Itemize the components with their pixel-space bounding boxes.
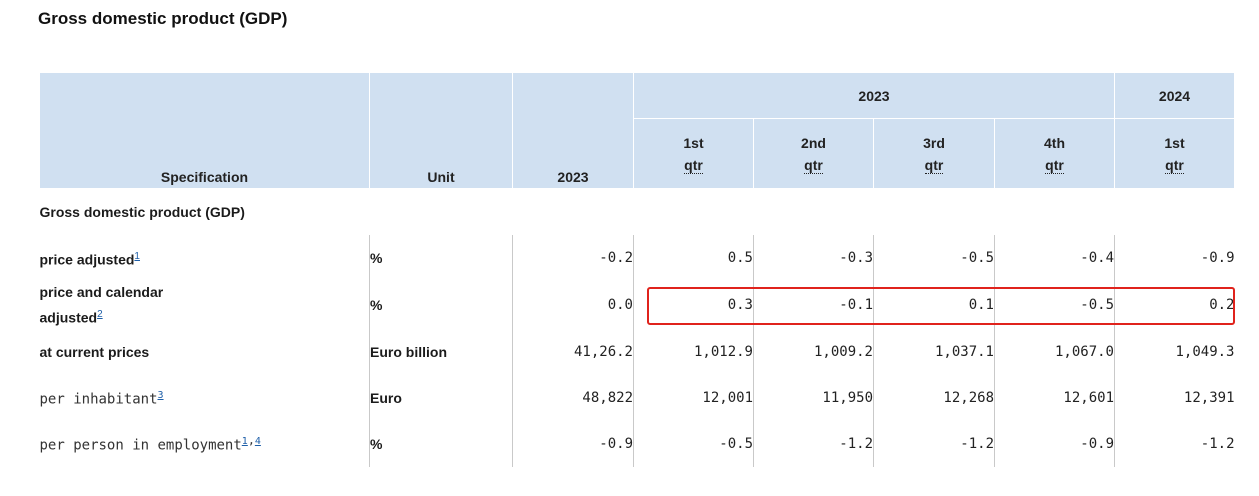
cell-value: 12,001 (633, 374, 754, 421)
header-q1-num: 1st (683, 134, 704, 151)
cell-value: -0.5 (633, 420, 754, 467)
table-row: at current prices Euro billion 41,26.2 1… (39, 328, 1235, 375)
row-unit: % (369, 235, 513, 281)
cell-value: 48,822 (512, 374, 634, 421)
cell-value: -0.4 (994, 235, 1115, 281)
header-group-2023: 2023 (633, 72, 1115, 119)
cell-value: 1,009.2 (753, 328, 874, 375)
cell-value: -0.9 (1114, 235, 1235, 281)
row-unit: % (369, 420, 513, 467)
cell-value: -1.2 (753, 420, 874, 467)
row-label-text: per inhabitant (39, 391, 158, 408)
cell-value: -0.5 (994, 281, 1115, 329)
footnote-link[interactable]: 1 (134, 250, 140, 262)
header-q4-num: 4th (1044, 134, 1065, 151)
header-q1-2023: 1st qtr (633, 118, 754, 189)
table-row: price and calendar adjusted2 % 0.0 0.3 -0… (40, 281, 1235, 329)
header-q3-num: 3rd (923, 134, 945, 151)
header-q4-2023: 4th qtr (994, 118, 1115, 189)
footnote-link[interactable]: 1 (241, 436, 248, 448)
header-q3-qtr-abbr: qtr (924, 156, 944, 174)
cell-value: -0.5 (873, 235, 995, 281)
header-q2-qtr-abbr: qtr (804, 156, 823, 174)
row-label-line1: price and calendar (39, 284, 164, 300)
header-q1-2024-qtr-abbr: qtr (1165, 156, 1184, 174)
cell-value: 0.0 (512, 281, 634, 329)
cell-value: -0.1 (753, 281, 874, 329)
cell-value: 12,268 (873, 374, 995, 421)
row-label-text: price adjusted (39, 251, 135, 268)
table-row: per inhabitant3 Euro 48,822 12,001 11,95… (40, 374, 1235, 421)
cell-value: 0.2 (1114, 281, 1235, 329)
cell-value: -0.2 (512, 235, 634, 281)
header-specification: Specification (39, 72, 370, 189)
page-title: Gross domestic product (GDP) (38, 9, 288, 28)
row-unit: Euro (369, 374, 513, 421)
cell-value: 1,049.3 (1114, 328, 1235, 375)
cell-value: 0.5 (633, 235, 754, 281)
row-label: price and calendar adjusted2 (40, 281, 370, 329)
header-q4-qtr-abbr: qtr (1045, 156, 1064, 174)
cell-value: 12,391 (1114, 374, 1235, 421)
row-unit: Euro billion (369, 328, 513, 375)
cell-value: 0.1 (873, 281, 995, 329)
cell-value: -1.2 (1114, 420, 1235, 467)
cell-value: 12,601 (994, 374, 1115, 421)
row-label: per inhabitant3 (40, 375, 370, 421)
row-label: at current prices (39, 343, 150, 360)
footnote-link[interactable]: 3 (157, 390, 164, 402)
footnote-link[interactable]: 2 (97, 309, 103, 320)
cell-value: -0.9 (994, 420, 1115, 467)
row-label-text: per person in employment (39, 437, 242, 454)
cell-value: 1,067.0 (994, 328, 1115, 375)
cell-value: 41,26.2 (512, 328, 634, 375)
cell-value: 11,950 (753, 374, 874, 421)
table-row: price adjusted1 % -0.2 0.5 -0.3 -0.5 -0.… (40, 235, 1235, 281)
gdp-table: Specification Unit 2023 2023 2024 1st qt… (39, 72, 1235, 467)
header-q1-qtr-abbr: qtr (684, 156, 703, 174)
header-year-2023: 2023 (512, 72, 634, 189)
footnote-separator: , (247, 433, 255, 448)
table-row: per person in employment1,4 % -0.9 -0.5 … (40, 420, 1235, 467)
cell-value: -0.9 (512, 420, 634, 467)
row-label-line2: adjusted (39, 309, 98, 326)
cell-value: 1,037.1 (873, 328, 995, 375)
header-q2-2023: 2nd qtr (753, 118, 874, 189)
footnote-link[interactable]: 4 (254, 436, 261, 448)
header-q2-num: 2nd (801, 134, 826, 151)
header-unit: Unit (369, 72, 513, 189)
header-q3-2023: 3rd qtr (873, 118, 995, 189)
section-row: Gross domestic product (GDP) (40, 189, 1235, 236)
row-label: per person in employment1,4 (40, 421, 370, 467)
row-label: price adjusted1 (40, 235, 370, 281)
header-q1-2024: 1st qtr (1114, 118, 1235, 189)
section-label: Gross domestic product (GDP) (39, 204, 245, 220)
cell-value: -0.3 (753, 235, 874, 281)
cell-value: 1,012.9 (633, 328, 754, 375)
header-q1-2024-num: 1st (1164, 134, 1185, 151)
row-unit: % (369, 281, 513, 329)
cell-value: 0.3 (633, 281, 754, 329)
header-group-2024: 2024 (1114, 72, 1235, 119)
cell-value: -1.2 (873, 420, 995, 467)
